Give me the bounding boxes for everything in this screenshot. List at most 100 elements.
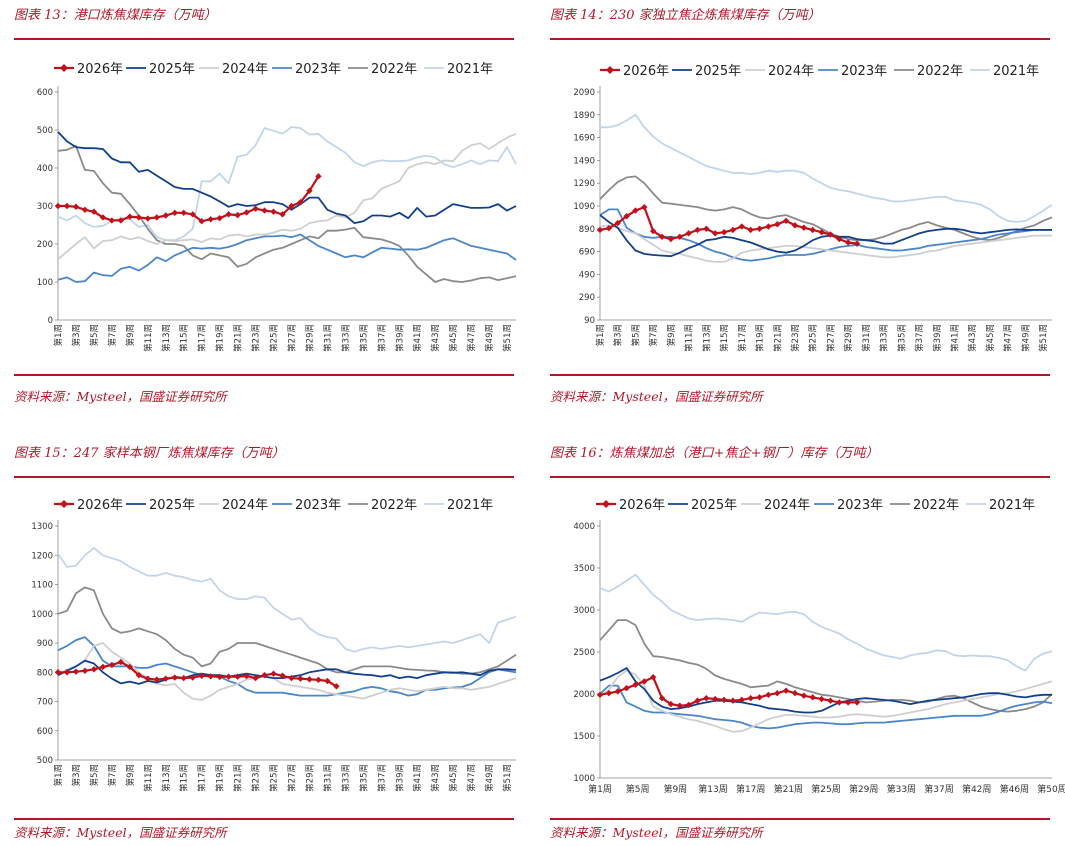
x-tick-label: 第7周: [107, 324, 118, 346]
y-tick-label: 1500: [573, 732, 595, 742]
point-marker-2026: [99, 214, 107, 221]
x-tick-label: 第21周: [772, 324, 783, 352]
line-chart-steel-mill-inventory: 2026年 2025年 2024年 2023年 2022年 2021年 500 600 700 8…: [31, 498, 517, 792]
x-tick-label: 第5周: [626, 783, 650, 795]
point-marker-2026: [596, 226, 604, 234]
legend-label: 2023年: [837, 498, 883, 513]
point-marker-2026: [747, 695, 754, 702]
x-tick-label: 第35周: [358, 324, 369, 352]
y-tick-label: 3000: [573, 606, 595, 616]
legend-item-2024: 2024年: [199, 498, 268, 513]
y-tick-label: 490: [579, 270, 595, 280]
x-tick-label: 第37周: [376, 324, 387, 352]
point-marker-2026: [135, 214, 143, 221]
x-tick-label: 第1周: [588, 783, 612, 795]
y-tick-label: 600: [37, 88, 53, 98]
point-marker-2026: [641, 203, 648, 211]
point-marker-2026: [63, 202, 71, 210]
point-marker-2026: [243, 672, 250, 680]
point-marker-2026: [774, 221, 781, 228]
x-tick-label: 第42周: [962, 783, 991, 795]
x-tick-label: 第47周: [466, 324, 477, 352]
chart-title: 图表 15：247 家样本钢厂炼焦煤库存（万吨）: [14, 446, 285, 461]
legend-item-2021: 2021年: [424, 498, 493, 513]
point-marker-2026: [623, 684, 630, 692]
point-marker-2026: [818, 695, 825, 703]
y-tick-label: 2000: [573, 690, 595, 700]
x-tick-label: 第11周: [684, 324, 695, 352]
chart-title: 图表 14：230 家独立焦企炼焦煤库存（万吨）: [550, 8, 821, 23]
series-line-2025: [599, 667, 1052, 714]
series-line-2022: [57, 586, 517, 675]
y-tick-label: 1490: [573, 156, 595, 166]
x-tick-label: 第49周: [484, 324, 495, 352]
x-tick-label: 第31周: [861, 324, 872, 352]
legend-label: 2024年: [764, 498, 810, 513]
source-rule: [14, 818, 514, 820]
x-tick-label: 第25周: [808, 324, 819, 352]
point-marker-2026: [207, 216, 214, 223]
point-marker-2026: [738, 223, 746, 230]
legend-item-2025: 2025年: [668, 498, 737, 513]
line-chart-port-inventory: 2026年 2025年 2024年 2023年 2022年 2021年 0 100 200 300…: [37, 62, 517, 352]
x-tick-label: 第23周: [790, 324, 801, 352]
point-marker-2026: [108, 217, 116, 224]
legend-item-2021: 2021年: [970, 64, 1039, 79]
x-tick-label: 第46周: [1000, 783, 1029, 795]
point-marker-2026: [72, 668, 80, 675]
legend-label: 2026年: [77, 62, 123, 77]
point-marker-2026: [809, 694, 816, 701]
point-marker-2026: [756, 225, 763, 232]
series-line-2024: [599, 224, 1052, 263]
point-marker-2026: [676, 702, 683, 709]
legend-item-2023: 2023年: [818, 64, 887, 79]
point-marker-2026: [791, 689, 799, 697]
legend-label: 2024年: [222, 62, 268, 77]
y-tick-label: 690: [579, 248, 595, 258]
point-marker-2026: [596, 691, 604, 699]
x-tick-label: 第45周: [448, 324, 459, 352]
legend-item-2024: 2024年: [741, 498, 810, 513]
point-marker-2026: [809, 226, 816, 234]
y-tick-label: 1200: [31, 551, 53, 561]
x-tick-label: 第19周: [755, 324, 766, 352]
x-tick-label: 第41周: [950, 324, 961, 352]
point-marker-2026: [800, 224, 808, 231]
x-tick-label: 第29周: [849, 783, 878, 795]
legend-label: 2026年: [77, 498, 123, 513]
series-line-2026: [58, 175, 320, 223]
point-marker-2026: [747, 226, 754, 234]
title-rule: [550, 476, 1050, 478]
x-tick-label: 第1周: [595, 324, 606, 346]
x-tick-label: 第25周: [811, 783, 840, 795]
point-marker-2026: [54, 202, 62, 210]
series-line-2021: [600, 113, 1053, 223]
point-marker-2026: [800, 692, 808, 699]
x-tick-label: 第35周: [358, 764, 369, 792]
point-marker-2026: [270, 208, 277, 215]
legend-item-2023: 2023年: [272, 498, 341, 513]
point-marker-2026: [261, 207, 268, 214]
point-marker-2026: [171, 209, 178, 217]
x-tick-label: 第21周: [774, 783, 803, 795]
x-tick-label: 第17周: [736, 783, 765, 795]
y-tick-label: 1000: [573, 774, 595, 784]
legend-label: 2025年: [691, 498, 737, 513]
x-tick-label: 第19周: [215, 764, 226, 792]
legend-item-2024: 2024年: [745, 64, 814, 79]
point-marker-2026: [836, 699, 843, 706]
x-tick-label: 第39周: [932, 324, 943, 352]
x-tick-label: 第43周: [967, 324, 978, 352]
x-tick-label: 第13周: [698, 783, 727, 795]
legend-item-2021: 2021年: [424, 62, 493, 77]
point-marker-2026: [676, 233, 683, 240]
x-tick-label: 第43周: [430, 324, 441, 352]
x-tick-label: 第41周: [412, 324, 423, 352]
point-marker-2026: [153, 676, 160, 683]
series-line-2025: [57, 131, 517, 224]
x-tick-label: 第15周: [719, 324, 730, 352]
point-marker-2026: [153, 214, 160, 221]
y-tick-label: 90: [584, 316, 595, 326]
point-marker-2026: [729, 697, 737, 704]
point-marker-2026: [738, 696, 746, 704]
